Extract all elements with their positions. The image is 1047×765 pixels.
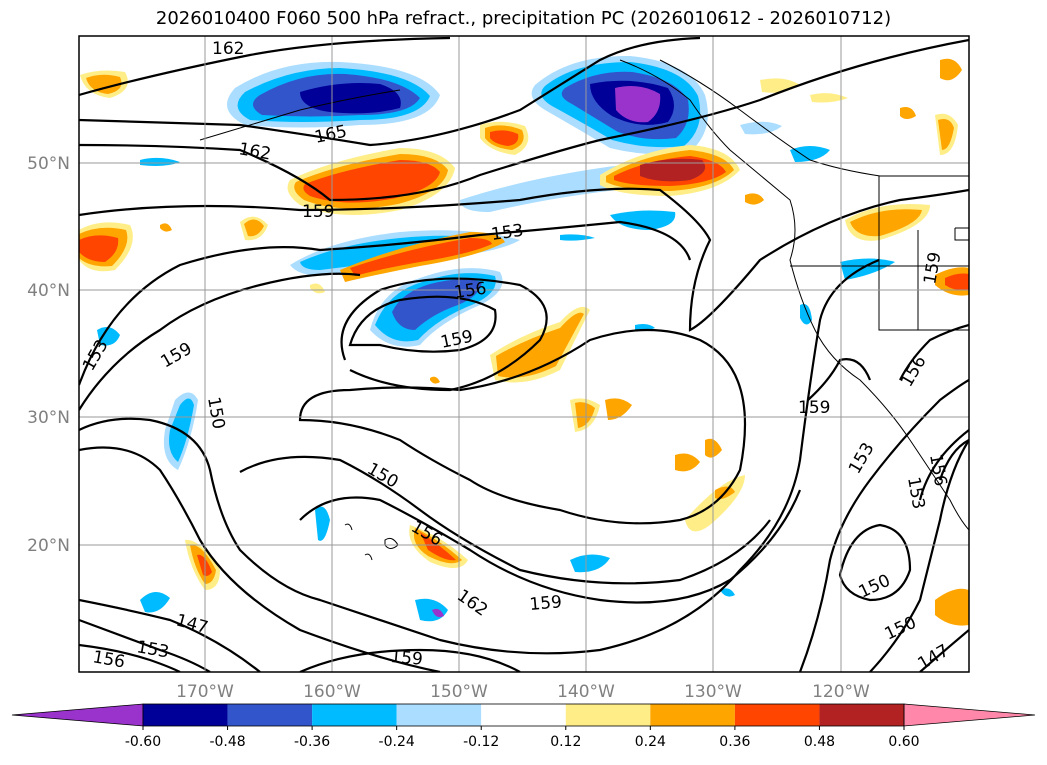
colorbar-box [565, 704, 651, 726]
colorbar-extend-max [903, 703, 1036, 727]
colorbar-box [734, 704, 820, 726]
colorbar-box [312, 704, 397, 726]
lon-tick-label: 170°W [176, 682, 234, 702]
colorbar: -0.60 -0.48 -0.36 -0.24 -0.12 0.12 0.24 0.36 0.4… [11, 703, 1036, 750]
colorbar-tick-label: 0.36 [719, 734, 750, 750]
colorbar-tick-label: -0.36 [294, 734, 330, 750]
contour-label: 153 [490, 221, 525, 245]
colorbar-box [481, 704, 566, 726]
map-title: 2026010400 F060 500 hPa refract., precip… [155, 8, 892, 29]
colorbar-tick-label: -0.12 [463, 734, 499, 750]
lon-tick-labels: 170°W 160°W 150°W 140°W 130°W 120°W [176, 682, 870, 702]
contour-label: 162 [212, 39, 244, 59]
colorbar-box [819, 704, 904, 726]
graticule [79, 36, 969, 672]
colorbar-tick-label: 0.60 [888, 734, 919, 750]
precip-positive-shading [79, 58, 969, 626]
lat-tick-label: 20°N [27, 536, 70, 556]
colorbar-box [227, 704, 313, 726]
lat-tick-label: 40°N [27, 281, 70, 301]
contour-label: 156 [453, 279, 488, 303]
lon-tick-label: 140°W [557, 682, 615, 702]
colorbar-tick-label: -0.60 [125, 734, 161, 750]
plot-border [78, 35, 970, 673]
lon-tick-label: 160°W [303, 682, 361, 702]
contour-label: 159 [302, 202, 334, 222]
lon-tick-label: 130°W [684, 682, 742, 702]
colorbar-tick-label: 0.48 [804, 734, 835, 750]
refractivity-contours [79, 36, 969, 672]
colorbar-outline [142, 703, 905, 727]
contour-label: 156 [91, 647, 126, 672]
lat-tick-label: 50°N [27, 154, 70, 174]
lat-tick-label: 30°N [27, 408, 70, 428]
contour-label: 159 [798, 398, 830, 418]
lon-tick-label: 150°W [430, 682, 488, 702]
colorbar-tick-label: 0.12 [550, 734, 581, 750]
lat-tick-labels: 50°N 40°N 30°N 20°N [27, 154, 70, 556]
colorbar-tick-label: -0.48 [209, 734, 245, 750]
colorbar-box [396, 704, 482, 726]
colorbar-extend-min [11, 703, 144, 727]
colorbar-tick-label: -0.24 [379, 734, 415, 750]
coastlines [199, 59, 969, 561]
lon-tick-label: 120°W [812, 682, 870, 702]
colorbar-box [143, 704, 228, 726]
colorbar-box [650, 704, 735, 726]
contour-label: 159 [390, 647, 424, 670]
contour-label: 159 [529, 592, 563, 615]
colorbar-tick-label: 0.24 [635, 734, 666, 750]
